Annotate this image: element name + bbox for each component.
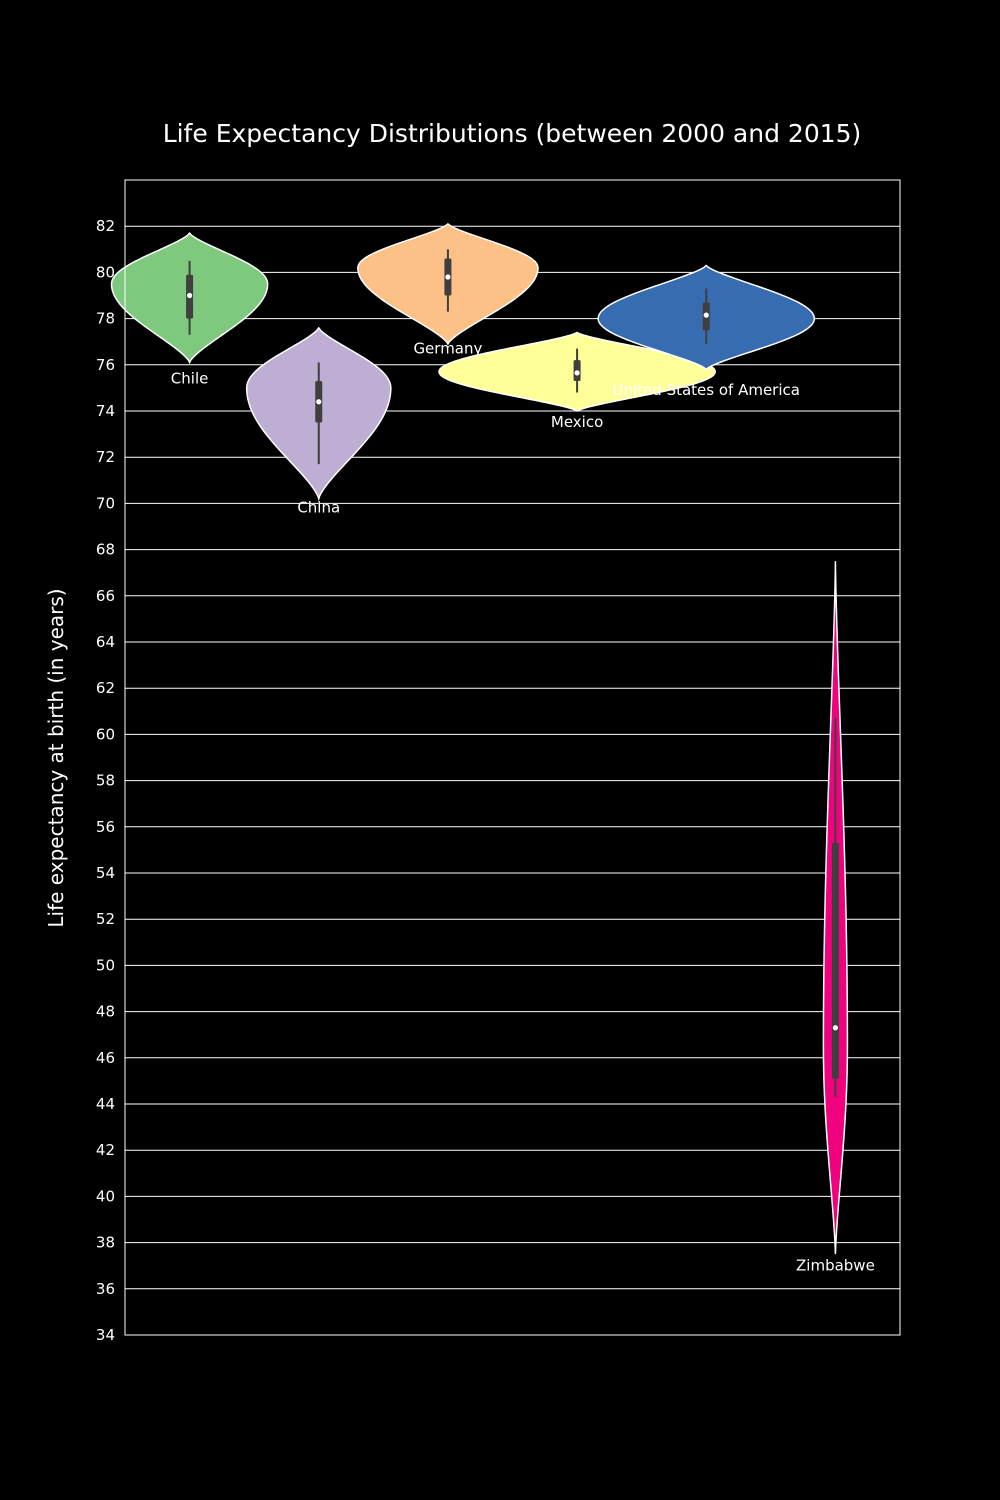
y-tick-label-82: 82: [96, 217, 115, 235]
y-tick-label-44: 44: [96, 1095, 115, 1113]
violin-median-germany: [445, 274, 451, 280]
y-tick-label-54: 54: [96, 864, 115, 882]
y-tick-label-34: 34: [96, 1326, 115, 1344]
y-tick-label-70: 70: [96, 494, 115, 512]
violins: [110, 222, 849, 1255]
y-tick-label-46: 46: [96, 1049, 115, 1067]
violin-mexico: [438, 331, 716, 412]
y-tick-label-52: 52: [96, 910, 115, 928]
violin-label-united-states-of-america: United States of America: [613, 381, 800, 399]
y-tick-label-62: 62: [96, 679, 115, 697]
violin-label-china: China: [297, 499, 340, 517]
violin-label-chile: Chile: [171, 369, 209, 387]
y-tick-label-80: 80: [96, 263, 115, 281]
y-tick-label-78: 78: [96, 310, 115, 328]
y-tick-label-66: 66: [96, 587, 115, 605]
y-tick-label-76: 76: [96, 356, 115, 374]
y-tick-label-74: 74: [96, 402, 115, 420]
y-tick-label-72: 72: [96, 448, 115, 466]
violin-label-zimbabwe: Zimbabwe: [796, 1256, 875, 1274]
y-tick-label-68: 68: [96, 541, 115, 559]
y-tick-label-56: 56: [96, 818, 115, 836]
violin-median-chile: [186, 292, 193, 299]
violin-median-zimbabwe: [832, 1025, 839, 1031]
violin-median-china: [316, 399, 322, 405]
violin-iqr-box-zimbabwe: [831, 842, 839, 1079]
plot-frame: [124, 179, 901, 1336]
violin-labels: Chile China Germany Mexico United States of …: [171, 339, 875, 1274]
violin-zimbabwe: [822, 561, 849, 1255]
y-tick-label-40: 40: [96, 1187, 115, 1205]
violin-label-mexico: Mexico: [551, 413, 603, 431]
y-tick-label-48: 48: [96, 1003, 115, 1021]
violin-chile: [110, 232, 269, 365]
y-tick-label-36: 36: [96, 1280, 115, 1298]
violin-united-states-of-america: [597, 264, 816, 371]
chart-title: Life Expectancy Distributions (between 2…: [163, 119, 862, 148]
violin-germany: [357, 222, 539, 346]
y-tick-labels: 34 36 38 40 42 44 46 48 50 52 54 56 58 60 62 64 66 68 70 72…: [96, 217, 115, 1344]
y-tick-label-42: 42: [96, 1141, 115, 1159]
violin-label-germany: Germany: [413, 339, 482, 357]
y-axis-label: Life expectancy at birth (in years): [44, 588, 68, 927]
y-tick-label-38: 38: [96, 1234, 115, 1252]
y-tick-label-64: 64: [96, 633, 115, 651]
y-tick-label-60: 60: [96, 725, 115, 743]
violin-median-mexico: [574, 370, 580, 376]
y-tick-label-50: 50: [96, 956, 115, 974]
violin-median-united-states-of-america: [703, 312, 709, 318]
y-tick-label-58: 58: [96, 772, 115, 790]
violin-china: [245, 326, 392, 502]
